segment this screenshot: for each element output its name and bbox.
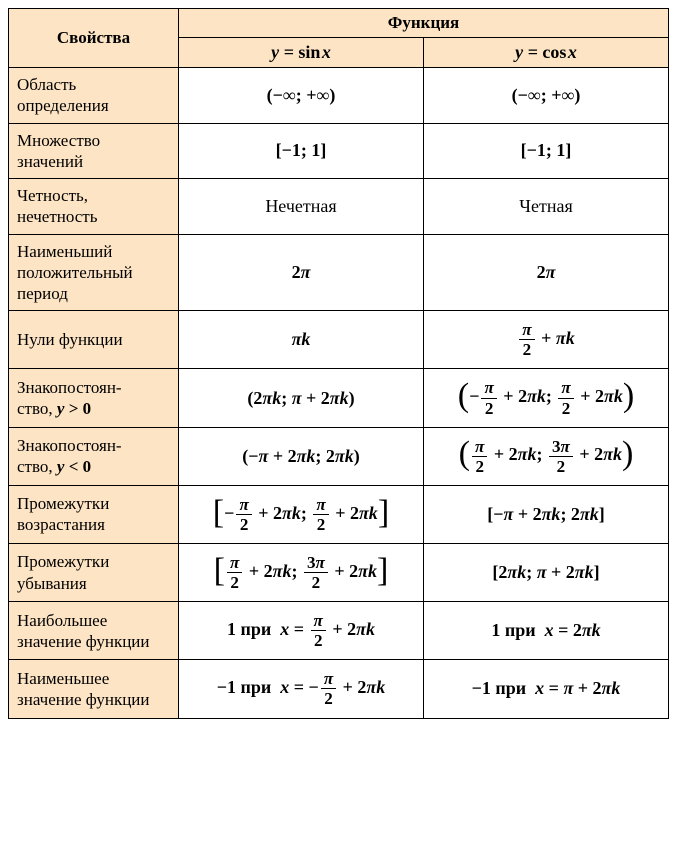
val-domain-sin: (−∞; +∞) [179,68,424,124]
table-row: Наибольшее значение функции 1 при x = π2… [9,602,669,660]
val-negative-cos: (π2 + 2πk; 3π2 + 2πk) [424,427,669,485]
val-positive-sin: (2πk; π + 2πk) [179,369,424,427]
val-domain-cos: (−∞; +∞) [424,68,669,124]
trig-properties-table: Свойства Функция y = sin x y = cos x Обл… [8,8,669,719]
table-row: Знакопостоян-ство, y > 0 (2πk; π + 2πk) … [9,369,669,427]
table-row: Наименьший положительный период 2π 2π [9,234,669,311]
table-row: Нули функции πk π2 + πk [9,311,669,369]
table-row: Знакопостоян-ство, y < 0 (−π + 2πk; 2πk)… [9,427,669,485]
val-range-sin: [−1; 1] [179,123,424,179]
val-max-cos: 1 при x = 2πk [424,602,669,660]
table-row: Множество значений [−1; 1] [−1; 1] [9,123,669,179]
header-sin: y = sin x [179,38,424,68]
val-parity-sin: Нечетная [179,179,424,235]
prop-zeros: Нули функции [9,311,179,369]
val-period-sin: 2π [179,234,424,311]
val-range-cos: [−1; 1] [424,123,669,179]
prop-negative: Знакопостоян-ство, y < 0 [9,427,179,485]
prop-max: Наибольшее значение функции [9,602,179,660]
val-positive-cos: (−π2 + 2πk; π2 + 2πk) [424,369,669,427]
table-row: Область определения (−∞; +∞) (−∞; +∞) [9,68,669,124]
prop-parity: Четность, нечетность [9,179,179,235]
val-zeros-sin: πk [179,311,424,369]
prop-increasing: Промежутки возрастания [9,485,179,543]
prop-period: Наименьший положительный период [9,234,179,311]
header-properties: Свойства [9,9,179,68]
table-row: Наименьшее значение функции −1 при x = −… [9,660,669,718]
val-negative-sin: (−π + 2πk; 2πk) [179,427,424,485]
prop-range: Множество значений [9,123,179,179]
val-zeros-cos: π2 + πk [424,311,669,369]
val-decreasing-cos: [2πk; π + 2πk] [424,544,669,602]
prop-positive: Знакопостоян-ство, y > 0 [9,369,179,427]
prop-decreasing: Промежутки убывания [9,544,179,602]
val-min-cos: −1 при x = π + 2πk [424,660,669,718]
val-max-sin: 1 при x = π2 + 2πk [179,602,424,660]
table-row: Промежутки убывания [π2 + 2πk; 3π2 + 2πk… [9,544,669,602]
val-min-sin: −1 при x = −π2 + 2πk [179,660,424,718]
val-increasing-sin: [−π2 + 2πk; π2 + 2πk] [179,485,424,543]
prop-domain: Область определения [9,68,179,124]
val-period-cos: 2π [424,234,669,311]
header-function: Функция [179,9,669,38]
val-increasing-cos: [−π + 2πk; 2πk] [424,485,669,543]
header-cos: y = cos x [424,38,669,68]
val-decreasing-sin: [π2 + 2πk; 3π2 + 2πk] [179,544,424,602]
table-row: Четность, нечетность Нечетная Четная [9,179,669,235]
table-row: Промежутки возрастания [−π2 + 2πk; π2 + … [9,485,669,543]
val-parity-cos: Четная [424,179,669,235]
prop-min: Наименьшее значение функции [9,660,179,718]
